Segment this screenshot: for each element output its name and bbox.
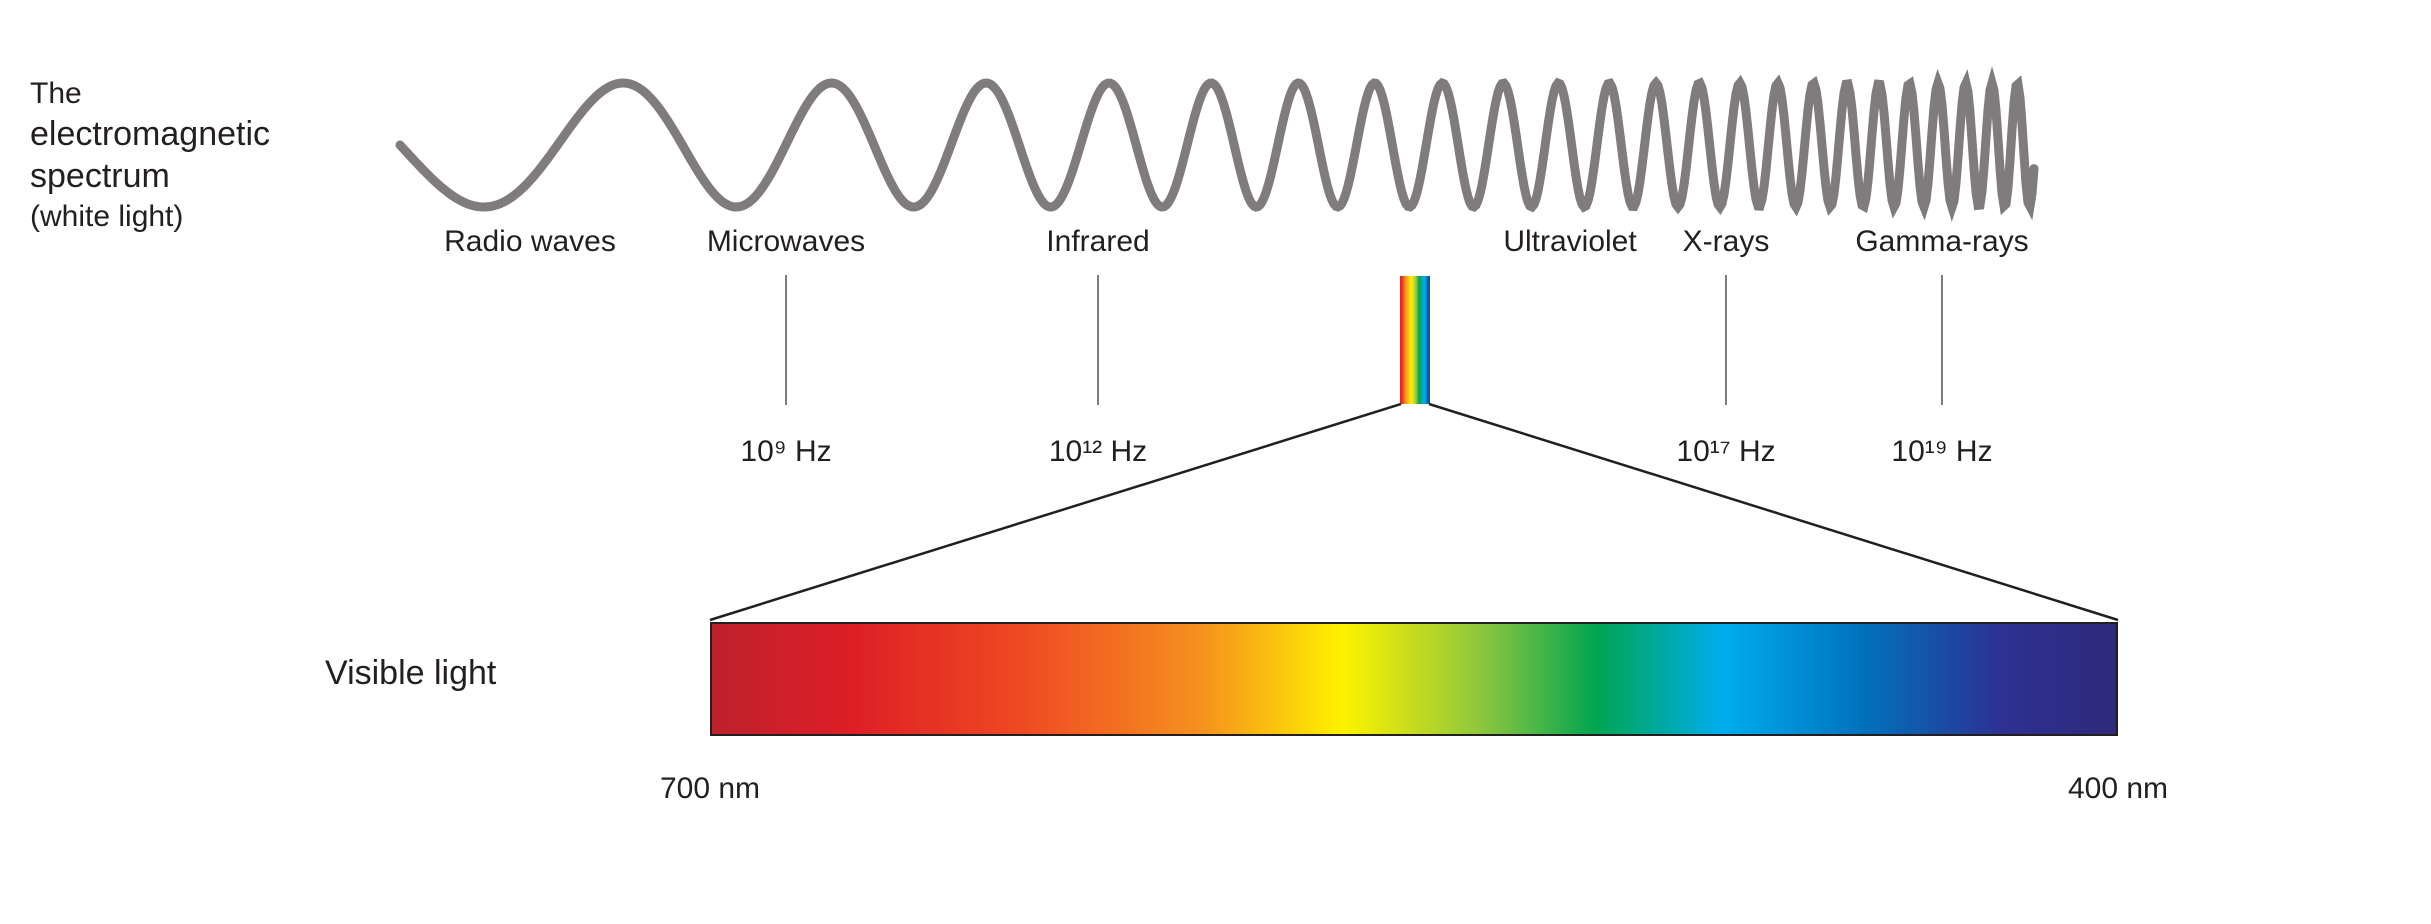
divergence-lines bbox=[0, 0, 2431, 924]
visible-light-band bbox=[710, 622, 2118, 736]
wavelength-label: 400 nm bbox=[2068, 772, 2168, 806]
diverge-left bbox=[710, 404, 1401, 620]
visible-light-title: Visible light bbox=[325, 654, 496, 693]
em-spectrum-diagram: The electromagnetic spectrum (white ligh… bbox=[0, 0, 2431, 924]
diverge-right bbox=[1429, 404, 2118, 620]
wavelength-label: 700 nm bbox=[660, 772, 760, 806]
